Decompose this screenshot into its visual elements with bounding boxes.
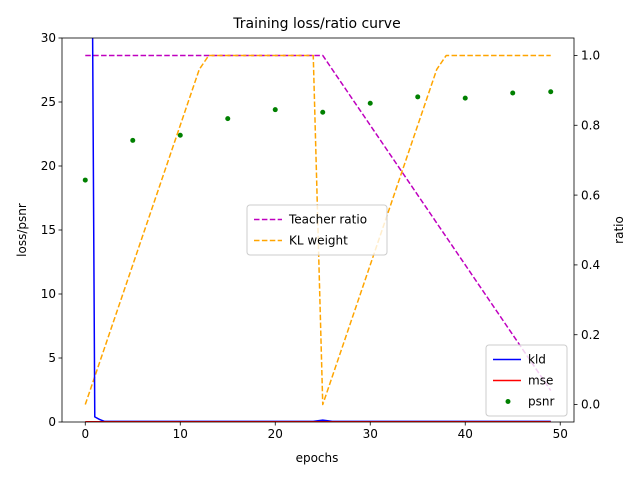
psnr-point	[225, 116, 231, 122]
legend-label-mse: mse	[528, 374, 553, 388]
legend-label-kl-weight: KL weight	[289, 234, 348, 248]
x-tick-label: 20	[268, 427, 283, 441]
y-left-tick-label: 25	[41, 95, 56, 109]
legend-layer: Teacher ratio KL weight kld mse psnr	[246, 204, 568, 417]
y-left-tick-label: 30	[41, 31, 56, 45]
axes-layer: 0 10 20 30 40 50 0 5 10 15 20 25 30 0.0 0.2 0.4 0.6 0.8 1.…	[41, 31, 600, 441]
psnr-point	[177, 132, 183, 138]
legend-center-box	[246, 204, 388, 256]
legend-marker-psnr	[505, 399, 511, 404]
y-right-tick-label: 0.8	[581, 118, 600, 132]
psnr-point	[415, 94, 421, 100]
y-axis-right-label: ratio	[612, 216, 626, 244]
psnr-point	[462, 95, 468, 101]
y-left-tick-label: 20	[41, 159, 56, 173]
chart-title: Training loss/ratio curve	[232, 16, 400, 32]
y-right-tick-label: 1.0	[581, 49, 600, 63]
y-left-tick-label: 10	[41, 287, 56, 301]
x-tick-label: 30	[363, 427, 378, 441]
x-tick-label: 0	[81, 427, 89, 441]
y-left-tick-label: 0	[48, 415, 56, 429]
psnr-point	[82, 177, 88, 183]
legend-lower-right-box	[485, 344, 568, 417]
psnr-point	[130, 137, 136, 143]
legend-label-teacher-ratio: Teacher ratio	[288, 213, 367, 227]
psnr-point	[320, 109, 326, 115]
y-left-tick-label: 15	[41, 223, 56, 237]
legend-label-psnr: psnr	[528, 395, 554, 409]
psnr-point	[272, 107, 278, 113]
y-right-tick-label: 0.0	[581, 398, 600, 412]
teacher-ratio-line	[85, 54, 552, 392]
psnr-point	[510, 90, 516, 96]
y-right-tick-label: 0.4	[581, 258, 600, 272]
y-right-tick-label: 0.2	[581, 328, 600, 342]
psnr-point	[367, 100, 373, 106]
psnr-point	[548, 89, 554, 95]
x-axis-label: epochs	[296, 451, 339, 465]
x-tick-label: 40	[458, 427, 473, 441]
x-tick-label: 50	[553, 427, 568, 441]
y-axis-left-label: loss/psnr	[15, 203, 29, 257]
y-right-tick-label: 0.6	[581, 188, 600, 202]
legend-label-kld: kld	[528, 353, 546, 367]
x-tick-label: 10	[173, 427, 188, 441]
y-left-tick-label: 5	[48, 351, 56, 365]
